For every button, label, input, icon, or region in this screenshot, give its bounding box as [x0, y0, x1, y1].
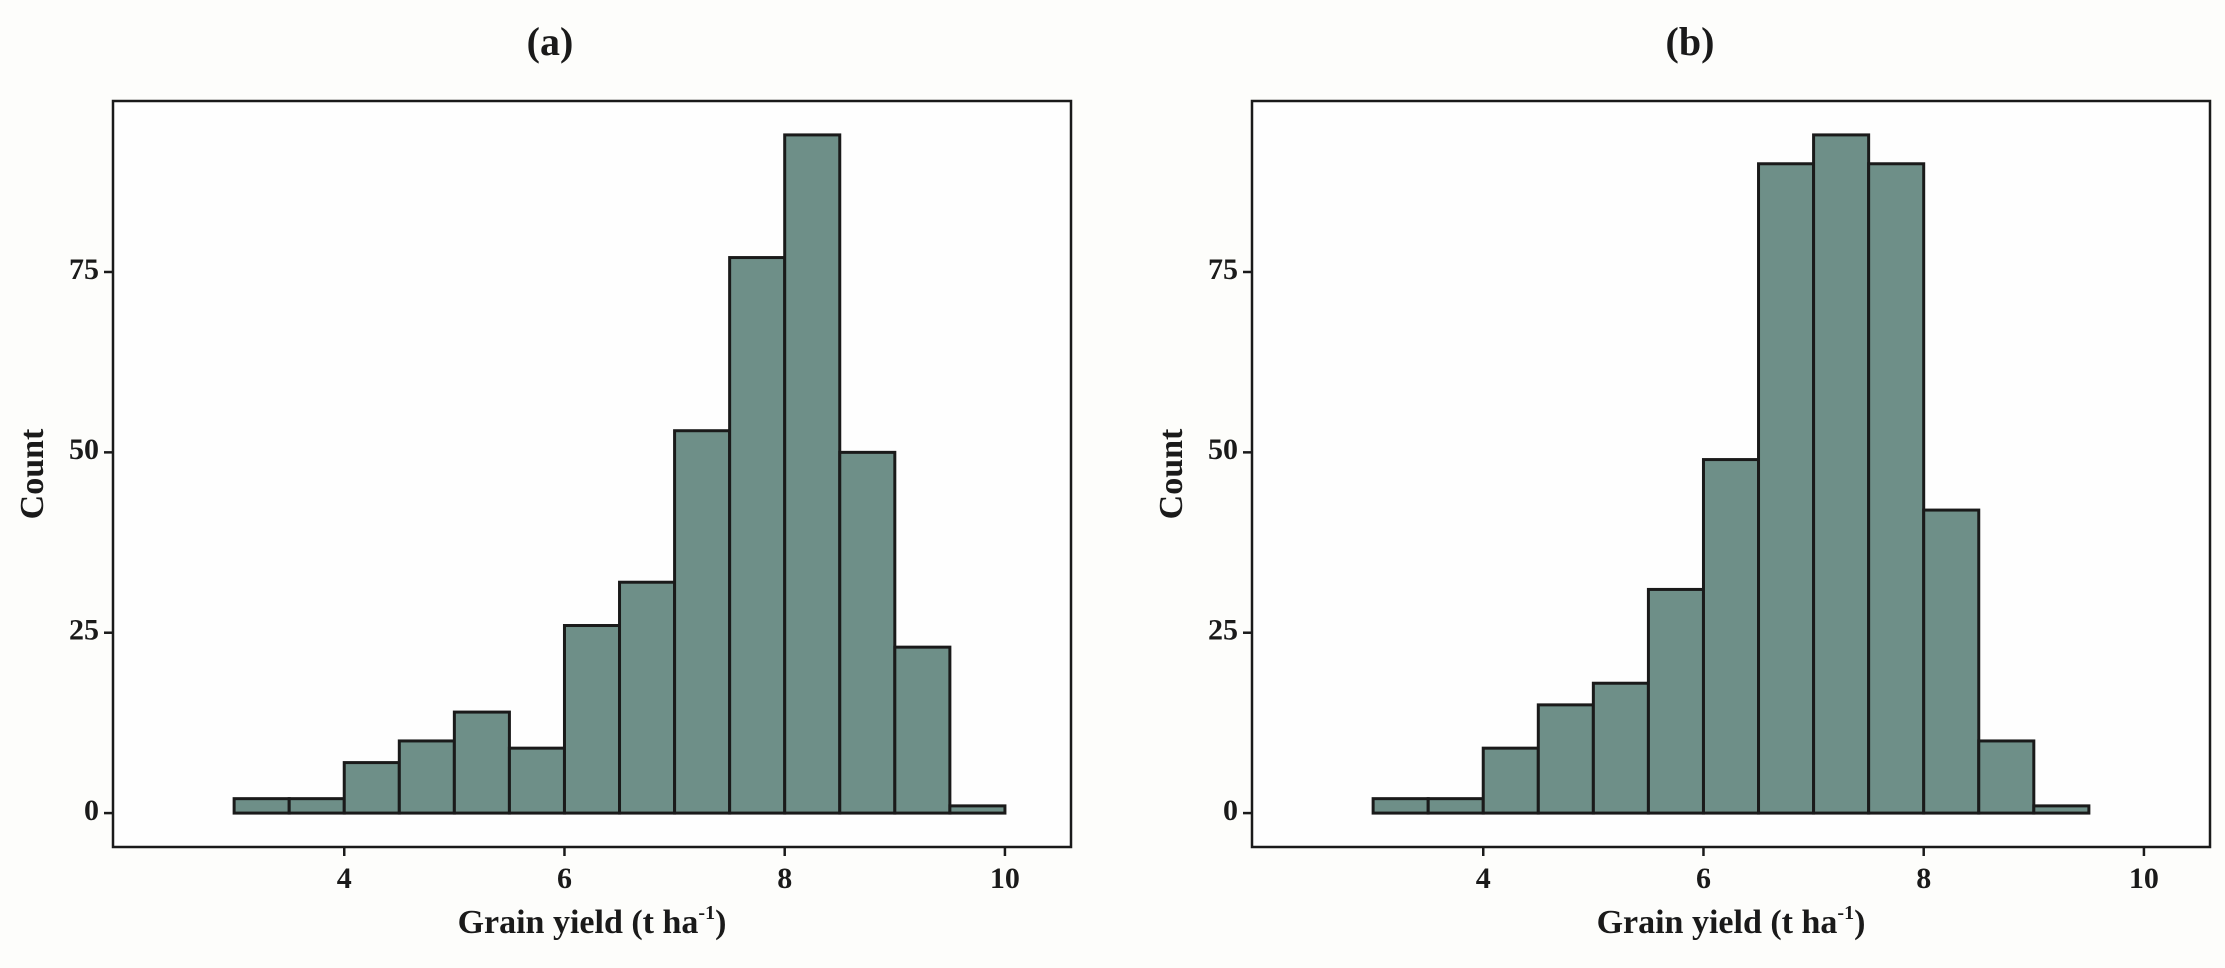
- histogram-bar: [1867, 162, 1926, 815]
- x-axis-title-main: Grain yield (t ha: [1597, 904, 1838, 941]
- x-tick-label: 6: [1696, 862, 1711, 895]
- histogram-bar: [1646, 587, 1705, 815]
- panel-title: (a): [527, 19, 574, 64]
- y-tick-label: 25: [69, 614, 99, 647]
- histogram-bar: [1701, 458, 1761, 815]
- histogram-bar: [1536, 703, 1595, 815]
- histogram-bar: [507, 746, 566, 815]
- x-tick-label: 10: [2129, 862, 2159, 895]
- histogram-bar: [562, 624, 622, 815]
- histogram-bar: [1922, 508, 1981, 815]
- y-tick-label: 75: [1208, 253, 1238, 286]
- histogram-bar: [893, 645, 952, 815]
- histogram-bar: [1757, 162, 1816, 815]
- chart-panel-a: (a) 0 25 50 75 4 6 8 10 Grain yield (t ha-1) Count: [14, 19, 1073, 941]
- x-axis-title: Grain yield (t ha-1): [458, 902, 727, 941]
- histogram-bar: [1426, 797, 1485, 815]
- histogram-bar: [618, 580, 677, 815]
- x-tick-label: 8: [777, 862, 792, 895]
- x-axis-title-superscript: -1: [698, 902, 715, 924]
- y-tick-label: 75: [69, 253, 99, 286]
- histogram-bar: [1977, 739, 2036, 815]
- panel-title: (b): [1666, 19, 1715, 64]
- histogram-bar: [728, 256, 787, 815]
- chart-panel-b: (b) 0 25 50 75 4 6 8 10 Grain yield (t ha-1) Count: [1153, 19, 2212, 941]
- y-tick-label: 25: [1208, 614, 1238, 647]
- x-tick-label: 4: [337, 862, 352, 895]
- plot-border: [1250, 99, 2212, 849]
- x-tick-label: 4: [1476, 862, 1491, 895]
- histogram-bar: [1481, 746, 1540, 815]
- y-axis-title: Count: [14, 428, 51, 519]
- y-tick-label: 50: [69, 433, 99, 466]
- y-tick-label: 50: [1208, 433, 1238, 466]
- histogram-bar: [2032, 804, 2091, 815]
- histogram-bar: [1812, 133, 1871, 815]
- histogram-bar: [838, 450, 897, 815]
- x-axis-title: Grain yield (t ha-1): [1597, 902, 1866, 941]
- histogram-bar: [397, 739, 456, 815]
- plot-border: [111, 99, 1073, 849]
- y-axis-title: Count: [1153, 428, 1190, 519]
- bars: [1371, 133, 2091, 815]
- x-axis-title-main: Grain yield (t ha: [458, 904, 699, 941]
- bars: [232, 133, 1007, 815]
- x-axis-title-close: ): [715, 904, 726, 941]
- x-axis-title-superscript: -1: [1837, 902, 1854, 924]
- x-tick-label: 10: [990, 862, 1020, 895]
- x-axis-title-close: ): [1854, 904, 1865, 941]
- histogram-bar: [783, 133, 842, 815]
- x-tick-label: 8: [1916, 862, 1931, 895]
- y-tick-label: 0: [84, 794, 99, 827]
- histogram-bar: [1371, 797, 1430, 815]
- histogram-bar: [452, 710, 511, 815]
- histogram-bar: [673, 429, 732, 815]
- histogram-bar: [1591, 681, 1650, 815]
- histogram-bar: [948, 804, 1007, 815]
- x-tick-label: 6: [557, 862, 572, 895]
- histogram-bar: [342, 761, 401, 815]
- histogram-bar: [232, 797, 291, 815]
- y-tick-label: 0: [1223, 794, 1238, 827]
- histogram-bar: [287, 797, 346, 815]
